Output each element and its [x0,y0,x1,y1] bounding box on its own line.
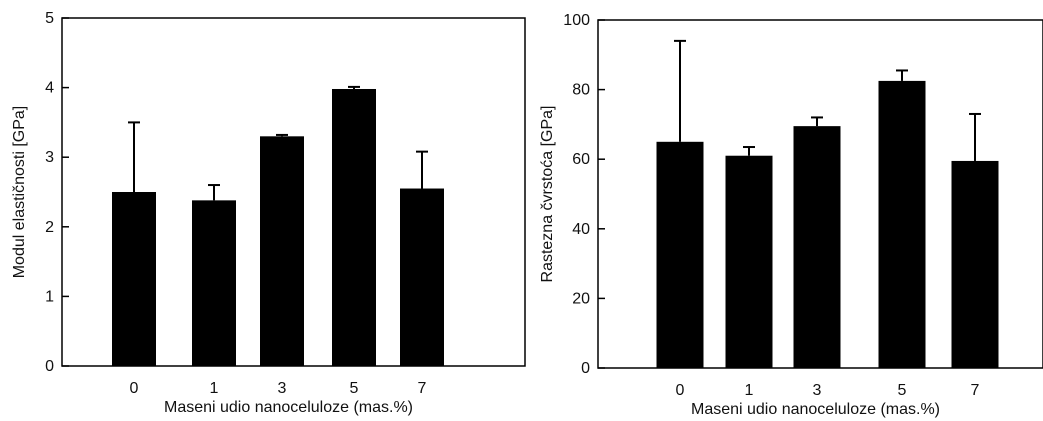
x-tick-label-0: 0 [676,382,685,399]
bar-3 [793,126,841,368]
x-tick-label-1: 1 [210,380,219,397]
y-axis-label: Modul elastičnosti [GPa] [11,106,28,279]
x-tick-label-7: 7 [418,380,427,397]
x-axis-label: Maseni udio nanoceluloze (mas.%) [164,399,413,416]
chart-tensile-strength: 0 20 40 60 80 100 0 1 3 5 7 Maseni udio nanoceluloz… [539,12,1043,418]
y-tick-label: 4 [45,80,54,97]
bar-0 [112,192,156,366]
y-tick-label: 0 [45,358,54,375]
y-tick-label: 20 [572,290,590,307]
bar-3 [260,136,304,366]
bar-7 [951,160,999,368]
y-tick-label: 100 [563,12,590,29]
x-tick-label-5: 5 [350,380,359,397]
y-tick-label: 5 [45,10,54,27]
x-axis-label: Maseni udio nanoceluloze (mas.%) [691,401,940,418]
bar-1 [192,200,236,366]
y-tick-label: 1 [45,288,54,305]
bar-7 [400,188,444,366]
y-tick-label: 40 [572,221,590,238]
y-axis-label: Rastezna čvrstoća [GPa] [539,106,556,283]
y-tick-label: 3 [45,149,54,166]
y-tick-label: 0 [581,360,590,377]
x-tick-label-5: 5 [898,382,907,399]
bar-0 [656,141,704,368]
x-tick-label-3: 3 [813,382,822,399]
bar-5 [878,80,926,369]
x-tick-label-0: 0 [130,380,139,397]
x-tick-label-1: 1 [745,382,754,399]
x-tick-label-7: 7 [971,382,980,399]
y-tick-label: 60 [572,151,590,168]
x-tick-label-3: 3 [278,380,287,397]
chart-elastic-modulus: 0 1 2 3 4 5 0 1 3 5 7 Maseni udio nanoceluloze (mas… [11,10,526,416]
y-tick-label: 80 [572,82,590,99]
bar-5 [332,88,376,366]
y-tick-label: 2 [45,219,54,236]
bar-1 [725,155,773,368]
